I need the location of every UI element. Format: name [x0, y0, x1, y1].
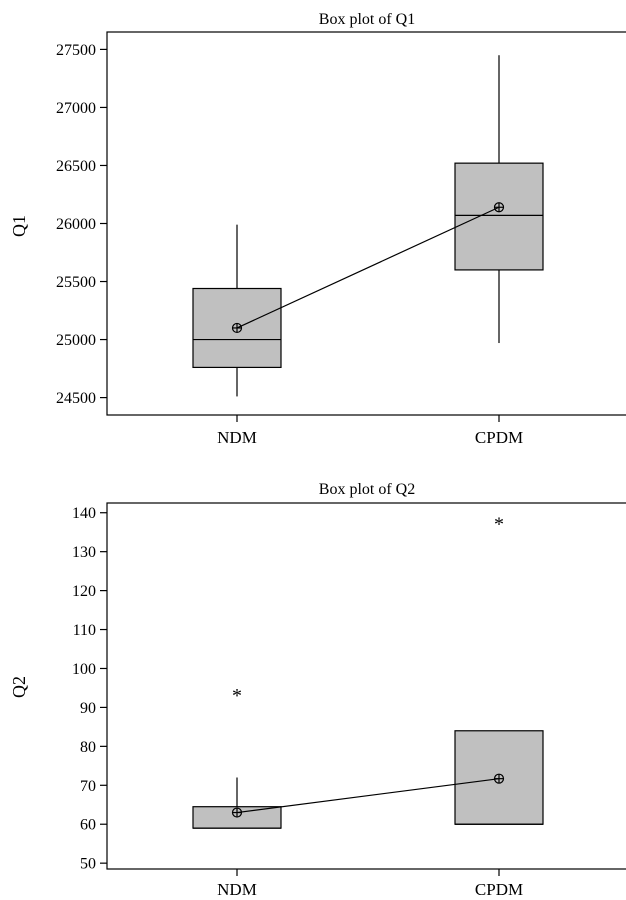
mean-marker [231, 807, 243, 818]
y-ticks: 24500 25000 25500 26000 26500 27000 27500 [56, 42, 107, 407]
category-label: CPDM [475, 428, 523, 447]
iqr-box [454, 162, 544, 271]
y-tick-label: 130 [72, 544, 96, 561]
mean-connect-line [236, 778, 500, 814]
box-ndm [192, 224, 282, 397]
y-tick-label: 25000 [56, 332, 96, 349]
y-axis-title: Q2 [9, 676, 29, 698]
mean-marker [231, 322, 243, 334]
category-label: NDM [217, 428, 257, 447]
y-tick-label: 25500 [56, 274, 96, 291]
chart-title: Box plot of Q1 [319, 11, 415, 28]
chart-title: Box plot of Q2 [319, 481, 415, 498]
category-labels: NDM CPDM [217, 869, 523, 899]
y-ticks: 50 60 70 80 90 100 110 120 130 140 [72, 505, 107, 873]
q2-box-plot: Box plot of Q2 Q2 50 60 70 80 90 100 110 120 130… [9, 481, 626, 899]
y-tick-label: 110 [73, 622, 96, 639]
mean-marker [493, 773, 505, 784]
y-tick-label: 90 [80, 700, 96, 717]
outlier-marker: * [232, 685, 242, 707]
iqr-box [192, 287, 282, 369]
y-tick-label: 120 [72, 583, 96, 600]
y-tick-label: 140 [72, 505, 96, 522]
mean-connect-line [236, 206, 500, 329]
category-label: CPDM [475, 880, 523, 899]
y-axis-title: Q1 [9, 215, 29, 237]
y-tick-label: 26500 [56, 158, 96, 175]
category-labels: NDM CPDM [217, 415, 523, 447]
y-tick-label: 26000 [56, 216, 96, 233]
box-marks: ** [192, 514, 544, 829]
y-tick-label: 80 [80, 739, 96, 756]
box-cpdm [454, 55, 544, 344]
y-tick-label: 100 [72, 661, 96, 678]
y-tick-label: 50 [80, 856, 96, 873]
y-tick-label: 70 [80, 778, 96, 795]
box-marks [192, 55, 544, 397]
plot-frame [106, 31, 626, 416]
y-tick-label: 60 [80, 817, 96, 834]
y-tick-label: 27500 [56, 42, 96, 59]
box-ndm: * [192, 685, 282, 829]
mean-marker [493, 202, 505, 213]
category-label: NDM [217, 880, 257, 899]
outlier-marker: * [494, 514, 504, 536]
y-tick-label: 24500 [56, 390, 96, 407]
plot-frame [106, 502, 626, 870]
y-tick-label: 27000 [56, 100, 96, 117]
q1-box-plot: Box plot of Q1 Q1 24500 25000 25500 26000 26… [9, 11, 626, 447]
